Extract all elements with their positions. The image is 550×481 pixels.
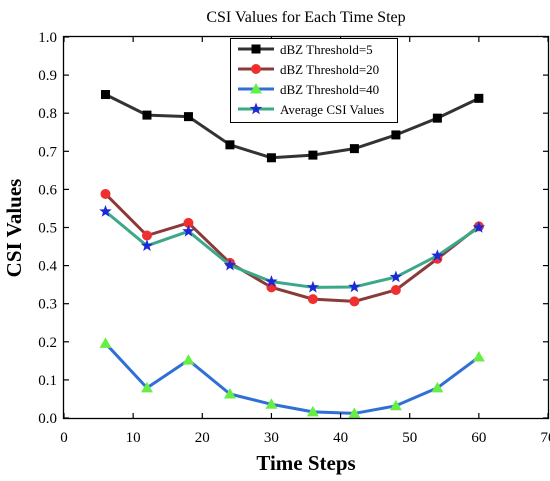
legend-marker [251, 44, 261, 54]
x-tick-label: 40 [333, 430, 348, 446]
data-point [265, 275, 278, 287]
x-tick-label: 10 [126, 430, 141, 446]
x-tick-label: 60 [471, 430, 486, 446]
data-point [223, 387, 236, 399]
series-4 [99, 205, 486, 293]
data-point [389, 399, 402, 411]
chart-title: CSI Values for Each Time Step [206, 9, 405, 26]
series-line [104, 210, 480, 289]
series-3 [99, 337, 485, 418]
data-point [182, 224, 195, 237]
data-point [265, 398, 278, 409]
data-point [142, 110, 152, 120]
y-tick-label: 0.6 [38, 182, 57, 198]
data-point [349, 296, 360, 307]
data-point [140, 239, 154, 252]
data-point [223, 258, 237, 271]
data-point [432, 113, 442, 123]
y-tick-label: 0.8 [38, 106, 57, 122]
y-tick-label: 0.5 [38, 221, 57, 237]
series-2 [100, 188, 484, 307]
data-point [390, 284, 401, 295]
data-point [472, 351, 485, 362]
data-point [349, 144, 359, 154]
data-point [472, 221, 486, 233]
data-point [391, 130, 401, 140]
y-axis-label: CSI Values [2, 179, 26, 278]
data-point [306, 405, 319, 417]
data-point [99, 337, 112, 348]
legend-marker [249, 102, 263, 115]
series-line [104, 342, 480, 415]
axes: 0 10 20 30 40 50 60 70 0.0 0.1 0.2 0.3 0.4 0.5 0.6 0.7 0… [38, 30, 550, 446]
series-line [104, 93, 480, 160]
y-tick-label: 0.9 [38, 68, 57, 84]
data-point [389, 270, 403, 283]
x-axis-label: Time Steps [256, 451, 355, 475]
data-point [100, 90, 110, 100]
x-tick-label: 30 [264, 430, 279, 446]
data-point [308, 150, 318, 160]
legend-item: dBZ Threshold=5 [238, 42, 373, 57]
data-point [474, 93, 484, 103]
chart-legend: dBZ Threshold=5 dBZ Threshold=20 dBZ Thres… [230, 38, 398, 123]
legend-label: Average CSI Values [280, 102, 384, 117]
legend-marker [251, 64, 261, 74]
y-tick-label: 1.0 [38, 30, 57, 46]
legend-label: dBZ Threshold=40 [280, 82, 379, 97]
data-point [99, 205, 112, 217]
y-tick-label: 0.3 [38, 297, 57, 313]
plot-area [99, 90, 486, 418]
data-point [183, 217, 194, 228]
x-tick-label: 70 [541, 430, 550, 446]
y-tick-label: 0.0 [38, 411, 57, 427]
x-tick-label: 0 [60, 430, 68, 446]
series-1 [100, 90, 484, 163]
legend-label: dBZ Threshold=5 [280, 42, 373, 57]
legend-marker [250, 83, 262, 94]
data-point [140, 381, 153, 393]
data-point [431, 381, 444, 393]
legend-item: Average CSI Values [238, 102, 384, 117]
data-point [100, 188, 111, 199]
data-point [431, 249, 444, 261]
x-tick-label: 50 [402, 430, 417, 446]
data-point [307, 294, 318, 305]
data-point [266, 153, 276, 163]
data-point [225, 140, 235, 150]
data-point [348, 407, 361, 418]
y-tick-label: 0.4 [38, 259, 57, 275]
legend-label: dBZ Threshold=20 [280, 62, 379, 77]
data-point [348, 280, 361, 293]
legend-item: dBZ Threshold=20 [238, 62, 379, 77]
y-tick-label: 0.7 [38, 144, 57, 160]
plot-frame [62, 35, 550, 420]
data-point [141, 230, 152, 241]
data-point [183, 112, 193, 122]
series-line [104, 192, 480, 303]
y-tick-label: 0.2 [38, 335, 57, 351]
y-tick-label: 0.1 [38, 373, 57, 389]
x-tick-label: 20 [195, 430, 210, 446]
legend-item: dBZ Threshold=40 [238, 82, 379, 97]
data-point [306, 280, 320, 293]
data-point [182, 354, 195, 365]
